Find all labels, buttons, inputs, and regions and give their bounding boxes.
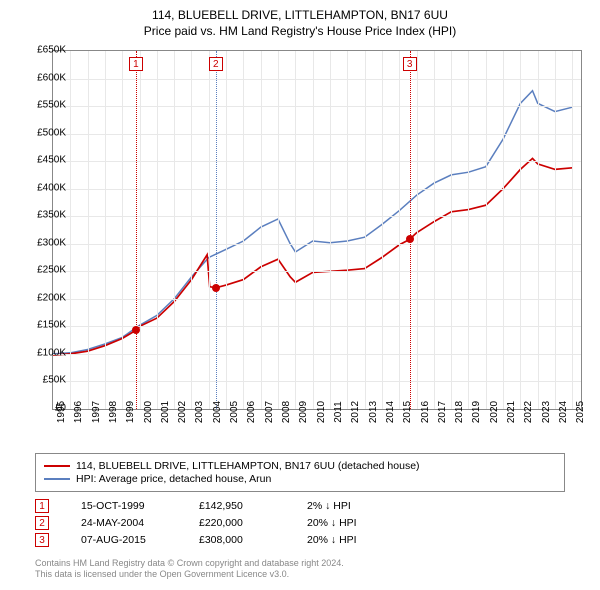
event-price: £142,950: [199, 500, 289, 512]
event-marker: 2: [209, 57, 223, 71]
x-axis-label: 2003: [194, 401, 205, 423]
x-axis-label: 2006: [246, 401, 257, 423]
legend-item-price-paid: 114, BLUEBELL DRIVE, LITTLEHAMPTON, BN17…: [44, 460, 556, 472]
y-axis-label: £100K: [16, 347, 66, 358]
x-axis-label: 2015: [402, 401, 413, 423]
x-axis-label: 2010: [316, 401, 327, 423]
chart-plot-area: 1 2 3: [52, 50, 582, 410]
x-axis-label: 2014: [385, 401, 396, 423]
footer-attribution: Contains HM Land Registry data © Crown c…: [35, 558, 344, 581]
event-date: 24-MAY-2004: [67, 517, 181, 529]
y-axis-label: £500K: [16, 127, 66, 138]
y-axis-label: £300K: [16, 237, 66, 248]
legend: 114, BLUEBELL DRIVE, LITTLEHAMPTON, BN17…: [35, 453, 565, 492]
y-axis-label: £250K: [16, 265, 66, 276]
y-axis-label: £400K: [16, 182, 66, 193]
event-row: 2 24-MAY-2004 £220,000 20% ↓ HPI: [35, 516, 397, 530]
x-axis-label: 2022: [523, 401, 534, 423]
x-axis-label: 2001: [160, 401, 171, 423]
x-axis-label: 2002: [177, 401, 188, 423]
chart-title-desc: Price paid vs. HM Land Registry's House …: [0, 24, 600, 38]
event-row: 3 07-AUG-2015 £308,000 20% ↓ HPI: [35, 533, 397, 547]
footer-line1: Contains HM Land Registry data © Crown c…: [35, 558, 344, 569]
event-pct: 2% ↓ HPI: [307, 500, 397, 512]
x-axis-label: 1995: [56, 401, 67, 423]
y-axis-label: £550K: [16, 100, 66, 111]
x-axis-label: 2024: [558, 401, 569, 423]
legend-swatch-hpi: [44, 478, 70, 480]
x-axis-label: 1999: [125, 401, 136, 423]
x-axis-label: 2017: [437, 401, 448, 423]
x-axis-label: 2008: [281, 401, 292, 423]
x-axis-label: 2011: [333, 401, 344, 423]
event-date: 15-OCT-1999: [67, 500, 181, 512]
event-row-marker: 1: [35, 499, 49, 513]
x-axis-label: 2000: [143, 401, 154, 423]
x-axis-label: 2021: [506, 401, 517, 423]
event-dot: [406, 235, 414, 243]
y-axis-label: £200K: [16, 292, 66, 303]
x-axis-label: 2025: [575, 401, 586, 423]
x-axis-label: 2005: [229, 401, 240, 423]
event-row-marker: 3: [35, 533, 49, 547]
x-axis-label: 2016: [420, 401, 431, 423]
x-axis-label: 2018: [454, 401, 465, 423]
legend-label-hpi: HPI: Average price, detached house, Arun: [76, 473, 271, 485]
legend-label-price-paid: 114, BLUEBELL DRIVE, LITTLEHAMPTON, BN17…: [76, 460, 420, 472]
y-axis-label: £450K: [16, 155, 66, 166]
x-axis-label: 1998: [108, 401, 119, 423]
x-axis-label: 2009: [298, 401, 309, 423]
event-row-marker: 2: [35, 516, 49, 530]
x-axis-label: 1997: [91, 401, 102, 423]
event-row: 1 15-OCT-1999 £142,950 2% ↓ HPI: [35, 499, 397, 513]
legend-item-hpi: HPI: Average price, detached house, Arun: [44, 473, 556, 485]
event-pct: 20% ↓ HPI: [307, 534, 397, 546]
y-axis-label: £600K: [16, 72, 66, 83]
chart-svg: [53, 51, 581, 409]
chart-title-address: 114, BLUEBELL DRIVE, LITTLEHAMPTON, BN17…: [0, 8, 600, 22]
x-axis-label: 2004: [212, 401, 223, 423]
x-axis-label: 2007: [264, 401, 275, 423]
y-axis-label: £150K: [16, 320, 66, 331]
event-price: £220,000: [199, 517, 289, 529]
x-axis-label: 2020: [489, 401, 500, 423]
y-axis-label: £50K: [16, 375, 66, 386]
x-axis-label: 2013: [368, 401, 379, 423]
y-axis-label: £650K: [16, 45, 66, 56]
event-dot: [212, 284, 220, 292]
event-marker: 1: [129, 57, 143, 71]
legend-swatch-price-paid: [44, 465, 70, 467]
events-table: 1 15-OCT-1999 £142,950 2% ↓ HPI 2 24-MAY-2004…: [35, 496, 397, 550]
event-marker: 3: [403, 57, 417, 71]
event-dot: [132, 326, 140, 334]
x-axis-label: 2019: [471, 401, 482, 423]
x-axis-label: 2012: [350, 401, 361, 423]
event-pct: 20% ↓ HPI: [307, 517, 397, 529]
x-axis-label: 2023: [541, 401, 552, 423]
event-price: £308,000: [199, 534, 289, 546]
footer-line2: This data is licensed under the Open Gov…: [35, 569, 344, 580]
event-date: 07-AUG-2015: [67, 534, 181, 546]
y-axis-label: £350K: [16, 210, 66, 221]
x-axis-label: 1996: [73, 401, 84, 423]
